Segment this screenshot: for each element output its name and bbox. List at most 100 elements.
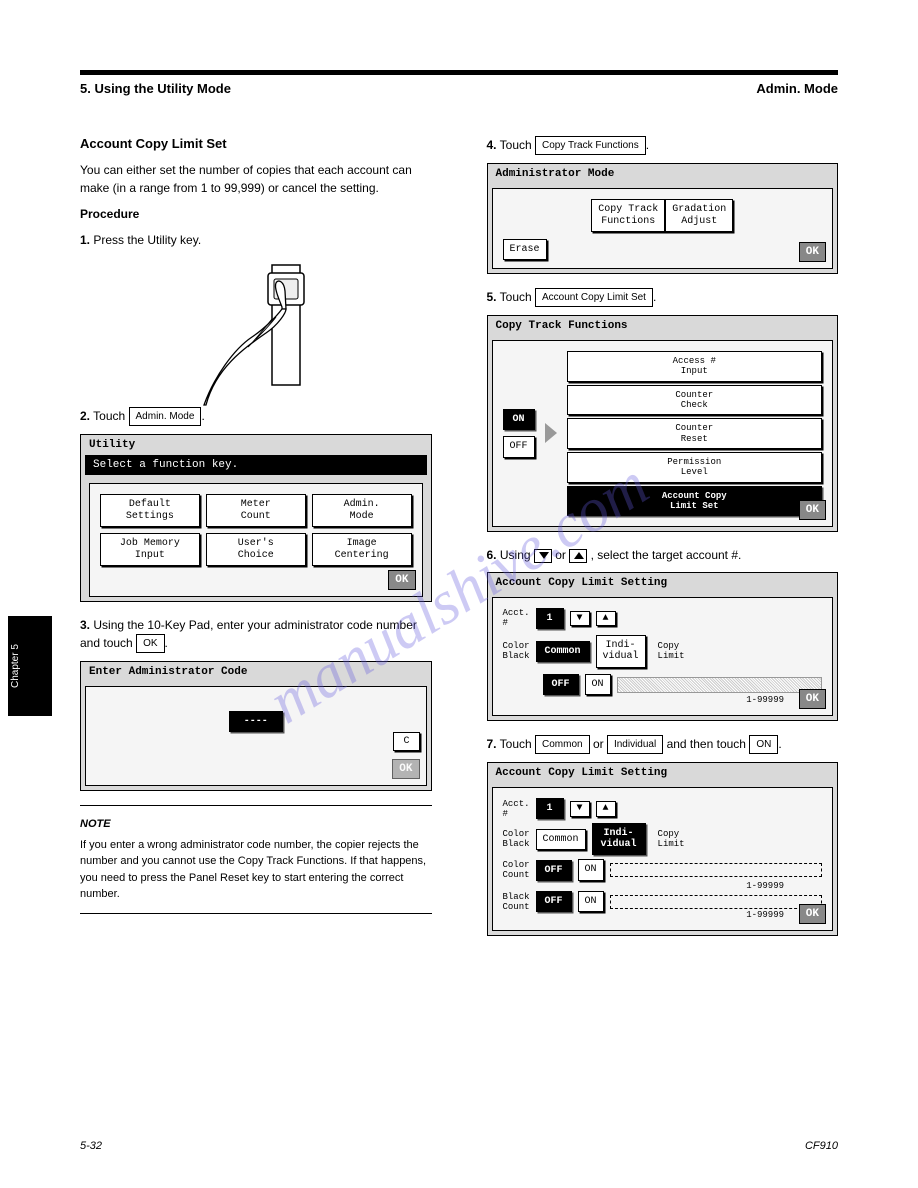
admin-code-ok[interactable]: OK xyxy=(392,759,419,779)
step-1: 1. Press the Utility key. xyxy=(80,231,432,249)
admin-code-title: Enter Administrator Code xyxy=(81,662,431,682)
l1-limit-field xyxy=(617,677,822,693)
step-7-c: and then touch xyxy=(667,737,746,751)
step-5-pre: Touch xyxy=(500,290,532,304)
limit1-title: Account Copy Limit Setting xyxy=(488,573,838,593)
ct-counter-check[interactable]: Counter Check xyxy=(567,385,822,416)
btn-copy-track-functions[interactable]: Copy Track Functions xyxy=(591,199,665,232)
l2-bc-on[interactable]: ON xyxy=(578,891,604,913)
ct-account-copy-limit[interactable]: Account Copy Limit Set xyxy=(567,486,822,516)
btn-erase[interactable]: Erase xyxy=(503,239,547,261)
copy-track-panel: Copy Track Functions ON OFF Access # Inp… xyxy=(487,315,839,532)
admin-mode-ok[interactable]: OK xyxy=(799,242,826,262)
chapter-label: Chapter 5 xyxy=(10,644,21,688)
l2-range1: 1-99999 xyxy=(503,881,823,891)
header-right: Admin. Mode xyxy=(756,81,838,96)
l1-acct-label: Acct. # xyxy=(503,608,530,628)
btn-users-choice[interactable]: User's Choice xyxy=(206,533,306,566)
limit1-panel: Account Copy Limit Setting Acct. # 1 ▼ ▲… xyxy=(487,572,839,722)
btn-job-memory[interactable]: Job Memory Input xyxy=(100,533,200,566)
l2-cb-label: Color Black xyxy=(503,829,530,849)
l2-cc-label: Color Count xyxy=(503,860,530,880)
l2-cc-field xyxy=(610,863,822,877)
l2-bc-label: Black Count xyxy=(503,892,530,912)
l1-indiv[interactable]: Indi- vidual xyxy=(596,635,646,668)
copy-track-ok[interactable]: OK xyxy=(799,500,826,520)
step-7-on: ON xyxy=(749,735,778,754)
btn-image-centering[interactable]: Image Centering xyxy=(312,533,412,566)
l2-indiv[interactable]: Indi- vidual xyxy=(592,823,646,855)
up-icon xyxy=(569,549,587,563)
btn-admin-mode[interactable]: Admin. Mode xyxy=(312,494,412,527)
l1-cb-label: Color Black xyxy=(503,641,530,661)
l2-bc-field xyxy=(610,895,822,909)
page-footer: 5-32 CF910 xyxy=(80,1140,838,1152)
l2-ok[interactable]: OK xyxy=(799,904,826,924)
step-6: 6. Using or , select the target account … xyxy=(487,546,839,564)
limit2-title: Account Copy Limit Setting xyxy=(488,763,838,783)
l2-down[interactable]: ▼ xyxy=(570,801,590,817)
step-3-pre: Using the 10-Key Pad, enter your adminis… xyxy=(80,618,417,650)
step-7-a: Touch xyxy=(500,737,532,751)
step-5-key: Account Copy Limit Set xyxy=(535,288,653,307)
l1-down[interactable]: ▼ xyxy=(570,611,590,627)
l2-cc-off[interactable]: OFF xyxy=(536,860,572,881)
step-4: 4. Touch Copy Track Functions. xyxy=(487,136,839,155)
l1-up[interactable]: ▲ xyxy=(596,611,616,627)
step-3: 3. Using the 10-Key Pad, enter your admi… xyxy=(80,616,432,653)
header-rule xyxy=(80,70,838,75)
l2-common[interactable]: Common xyxy=(536,829,586,851)
utility-subtitle: Select a function key. xyxy=(85,455,427,475)
step-4-key: Copy Track Functions xyxy=(535,136,646,155)
step-1-text: Press the Utility key. xyxy=(93,233,201,247)
l1-common[interactable]: Common xyxy=(536,641,590,662)
header-left: 5. Using the Utility Mode xyxy=(80,81,231,96)
ct-off[interactable]: OFF xyxy=(503,436,535,458)
step-7-k2: Individual xyxy=(607,735,663,754)
footer-model: CF910 xyxy=(805,1140,838,1152)
step-2: 2. Touch Admin. Mode. xyxy=(80,407,432,426)
page-header: 5. Using the Utility Mode Admin. Mode xyxy=(80,81,838,96)
l1-on[interactable]: ON xyxy=(585,674,611,696)
step-2-pre: Touch xyxy=(93,409,125,423)
limit2-panel: Account Copy Limit Setting Acct. # 1 ▼ ▲… xyxy=(487,762,839,936)
down-icon xyxy=(534,549,552,563)
chapter-tab: Chapter 5 xyxy=(8,616,52,716)
step-3-ok: OK xyxy=(136,634,164,653)
step-7-k1: Common xyxy=(535,735,590,754)
admin-code-field: ---- xyxy=(229,711,283,732)
btn-meter-count[interactable]: Meter Count xyxy=(206,494,306,527)
admin-mode-panel: Administrator Mode Copy Track Functions … xyxy=(487,163,839,274)
admin-mode-title: Administrator Mode xyxy=(488,164,838,184)
step-6-a: Using xyxy=(500,548,531,562)
l2-bc-off[interactable]: OFF xyxy=(536,891,572,912)
utility-ok[interactable]: OK xyxy=(388,570,415,590)
l1-copylimit-label: Copy Limit xyxy=(658,641,685,661)
copy-track-title: Copy Track Functions xyxy=(488,316,838,336)
note: NOTE If you enter a wrong administrator … xyxy=(80,805,432,914)
btn-default-settings[interactable]: Default Settings xyxy=(100,494,200,527)
ct-on[interactable]: ON xyxy=(503,409,535,430)
l1-off[interactable]: OFF xyxy=(543,674,579,695)
note-title: NOTE xyxy=(80,816,432,833)
ct-access-input[interactable]: Access # Input xyxy=(567,351,822,382)
utility-title: Utility xyxy=(81,435,431,455)
step-5: 5. Touch Account Copy Limit Set. xyxy=(487,288,839,307)
l2-acct-value: 1 xyxy=(536,798,564,819)
l2-up[interactable]: ▲ xyxy=(596,801,616,817)
ct-counter-reset[interactable]: Counter Reset xyxy=(567,418,822,449)
l1-ok[interactable]: OK xyxy=(799,689,826,709)
hand-illustration xyxy=(186,257,326,407)
step-2-key: Admin. Mode xyxy=(129,407,202,426)
step-6-c: , select the target account #. xyxy=(591,548,742,562)
ct-permission-level[interactable]: Permission Level xyxy=(567,452,822,483)
l2-cc-on[interactable]: ON xyxy=(578,859,604,881)
utility-panel: Utility Select a function key. Default S… xyxy=(80,434,432,602)
arrow-icon xyxy=(545,423,557,443)
intro-1: You can either set the number of copies … xyxy=(80,161,432,197)
step-6-b: or xyxy=(555,548,566,562)
btn-gradation-adjust[interactable]: Gradation Adjust xyxy=(665,199,733,232)
admin-code-panel: Enter Administrator Code ---- C OK xyxy=(80,661,432,791)
section-title: Account Copy Limit Set xyxy=(80,136,432,151)
admin-code-clear[interactable]: C xyxy=(393,732,419,752)
